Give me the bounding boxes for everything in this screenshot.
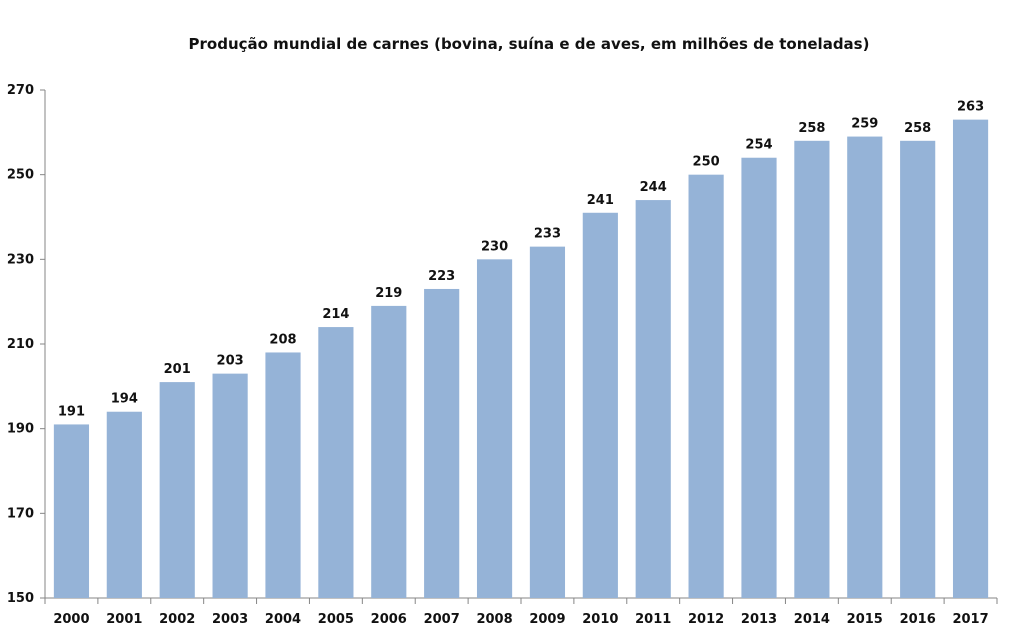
data-label: 259	[851, 117, 878, 132]
x-tick-label: 2003	[212, 612, 248, 627]
bar	[635, 200, 671, 599]
x-tick-label: 2014	[794, 612, 830, 627]
x-tick-label: 2006	[371, 612, 407, 627]
x-tick-label: 2012	[688, 612, 724, 627]
bar	[582, 212, 618, 598]
y-tick-label: 190	[7, 422, 34, 437]
x-tick-label: 2008	[476, 612, 512, 627]
x-tick-label: 2015	[847, 612, 883, 627]
data-label: 214	[322, 307, 349, 322]
x-tick-label: 2010	[582, 612, 618, 627]
data-label: 203	[217, 354, 244, 369]
bar	[106, 411, 142, 598]
bars	[53, 119, 989, 599]
y-tick-label: 230	[7, 252, 34, 267]
x-tick-label: 2016	[900, 612, 936, 627]
y-axis: 150 170 190 210 230 250 270	[7, 83, 46, 606]
bar	[371, 305, 407, 598]
x-tick-label: 2013	[741, 612, 777, 627]
y-tick-label: 250	[7, 168, 34, 183]
data-label: 258	[904, 121, 931, 136]
bar	[476, 259, 513, 598]
x-tick-label: 2011	[635, 612, 671, 627]
x-axis: 2000 2001 2002 2003 2004 2005 2006 2007 2008 2009…	[44, 597, 998, 627]
x-tick-label: 2001	[106, 612, 142, 627]
bar	[53, 424, 90, 598]
x-tick-label: 2017	[952, 612, 988, 627]
data-label: 191	[58, 404, 85, 419]
data-label: 233	[534, 227, 561, 242]
x-tick-label: 2009	[529, 612, 565, 627]
data-label: 244	[640, 180, 667, 195]
bar	[159, 382, 195, 598]
bar	[529, 246, 566, 598]
data-label: 241	[587, 193, 614, 208]
x-tick-label: 2004	[265, 612, 301, 627]
data-label: 230	[481, 239, 508, 254]
chart-title: Produção mundial de carnes (bovina, suín…	[189, 35, 870, 53]
data-label: 263	[957, 100, 984, 115]
data-label: 258	[798, 121, 825, 136]
y-tick-label: 270	[7, 83, 34, 98]
bar	[741, 157, 777, 598]
data-label: 194	[111, 392, 138, 407]
x-tick-label: 2000	[53, 612, 89, 627]
y-tick-label: 170	[7, 506, 34, 521]
data-label: 223	[428, 269, 455, 284]
bar	[688, 174, 724, 598]
x-tick-label: 2002	[159, 612, 195, 627]
data-label: 208	[269, 332, 296, 347]
data-label: 201	[164, 362, 191, 377]
bar	[847, 136, 883, 599]
bar	[212, 373, 248, 598]
bar	[265, 352, 301, 598]
y-tick-label: 210	[7, 337, 34, 352]
bar	[424, 288, 460, 598]
bar	[900, 140, 936, 599]
data-label: 250	[693, 155, 720, 170]
data-labels: 191 194 201 203 208 214 219 223 230 233 241 244 250 2…	[58, 100, 984, 420]
y-tick-label: 150	[7, 591, 34, 606]
x-tick-label: 2007	[424, 612, 460, 627]
bar	[794, 140, 830, 599]
data-label: 219	[375, 286, 402, 301]
bar	[952, 119, 989, 598]
bar	[318, 327, 354, 598]
data-label: 254	[745, 138, 772, 153]
x-tick-label: 2005	[318, 612, 354, 627]
